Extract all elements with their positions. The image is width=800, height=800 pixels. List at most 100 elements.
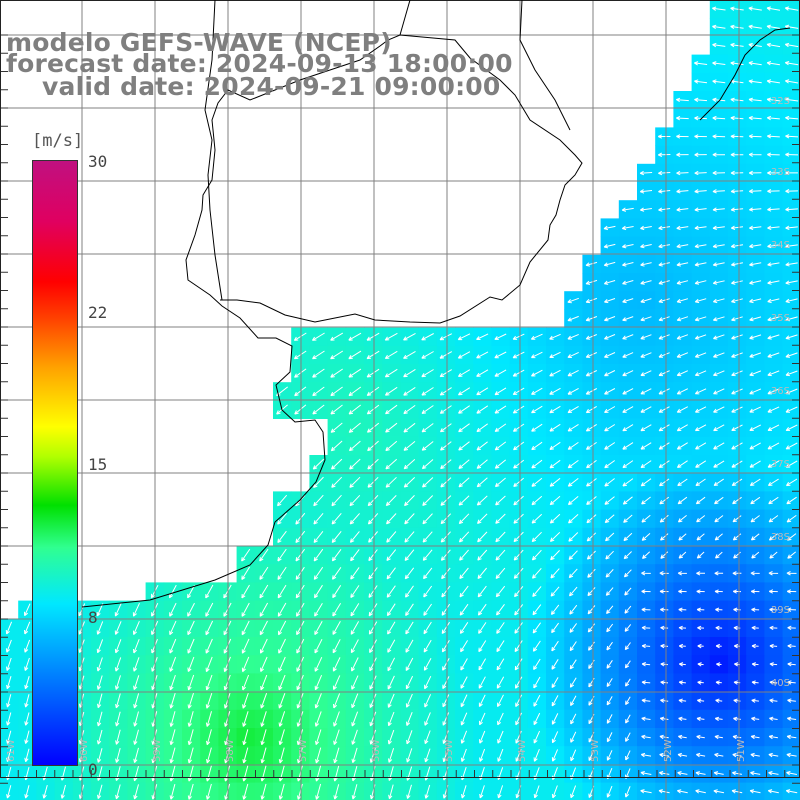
wind-arrow [676,189,689,194]
wind-arrow [769,643,778,649]
wind-arrow [785,225,798,230]
wind-arrow [133,729,139,745]
wind-arrow [424,694,432,708]
wind-arrow [769,662,778,667]
wind-arrow [570,785,577,799]
wind-arrow [641,734,651,740]
wind-arrow [585,297,598,304]
wind-arrow [6,785,12,799]
wind-arrow [314,656,323,672]
wind-arrow [749,424,762,431]
wind-arrow [676,424,688,432]
wind-arrow [657,152,671,157]
wind-arrow [459,603,469,616]
longitude-label: 51W [736,739,747,762]
wind-arrow [385,458,398,470]
wind-arrow [694,352,707,358]
wind-arrow [350,621,360,635]
wind-arrow [676,225,689,231]
wind-arrow [366,422,380,433]
wind-arrow [658,352,670,358]
wind-arrow [405,585,414,598]
wind-arrow [603,225,616,231]
wind-arrow [330,368,343,378]
wind-arrow [640,771,652,776]
wind-arrow [406,748,413,763]
wind-arrow [749,316,762,322]
wind-arrow [479,748,486,762]
wind-arrow [678,662,686,667]
wind-arrow [187,729,194,746]
wind-arrow [421,351,434,359]
colorbar-tick-0: 0 [88,760,98,779]
longitude-label: 60W [79,739,90,762]
wind-arrow [603,243,616,249]
wind-arrow [549,513,561,524]
wind-arrow [767,207,780,212]
wind-arrow [330,386,343,397]
wind-arrow [625,696,631,706]
wind-arrow [625,732,631,742]
wind-arrow [385,440,398,452]
wind-arrow [278,747,285,764]
wind-arrow [640,225,652,231]
wind-arrow [732,515,742,523]
wind-arrow [768,752,779,758]
wind-arrow [641,607,651,612]
wind-arrow [169,692,176,709]
wind-arrow [694,152,707,157]
wind-arrow [440,459,452,470]
coastline-path [81,34,583,608]
wind-arrow [296,602,305,617]
latitude-label: 40S [771,678,790,689]
wind-arrow [676,442,688,450]
wind-arrow [24,748,30,763]
wind-arrow [367,458,379,470]
wind-arrow [294,386,307,397]
wind-arrow [676,134,689,139]
wind-arrow [406,712,413,726]
wind-arrow [169,674,176,691]
wind-arrow [749,388,762,395]
wind-arrow [750,533,760,541]
wind-arrow [766,97,780,102]
wind-arrow [259,566,269,580]
wind-arrow [387,621,396,635]
wind-arrow [187,656,195,672]
wind-arrow [786,514,797,523]
wind-arrow [531,351,543,359]
wind-arrow [768,515,779,523]
wind-arrow [568,532,579,542]
wind-arrow [712,152,725,157]
wind-arrow [386,549,397,562]
wind-arrow [769,680,778,685]
wind-arrow [96,603,104,617]
wind-arrow [675,97,689,103]
wind-arrow [604,406,616,413]
wind-arrow [785,424,798,431]
wind-arrow [712,225,725,230]
wind-arrow [604,334,616,340]
wind-arrow [787,643,796,649]
wind-arrow [678,716,687,722]
wind-arrow [513,549,524,561]
wind-arrow [641,662,651,667]
wind-arrow [6,694,12,708]
wind-arrow [441,603,451,616]
wind-arrow [332,675,341,690]
wind-arrow [458,531,470,543]
wind-arrow [532,604,542,616]
wind-arrow [96,729,103,745]
wind-arrow [350,567,360,580]
wind-arrow [242,674,250,691]
wind-arrow [421,369,434,378]
wind-arrow [641,496,651,505]
wind-arrow [567,496,579,506]
wind-arrow [785,280,798,285]
wind-arrow [422,513,433,525]
wind-arrow [368,549,378,562]
wind-arrow [696,571,705,576]
wind-arrow [767,225,780,230]
wind-arrow [314,675,323,691]
wind-arrow [351,747,358,764]
